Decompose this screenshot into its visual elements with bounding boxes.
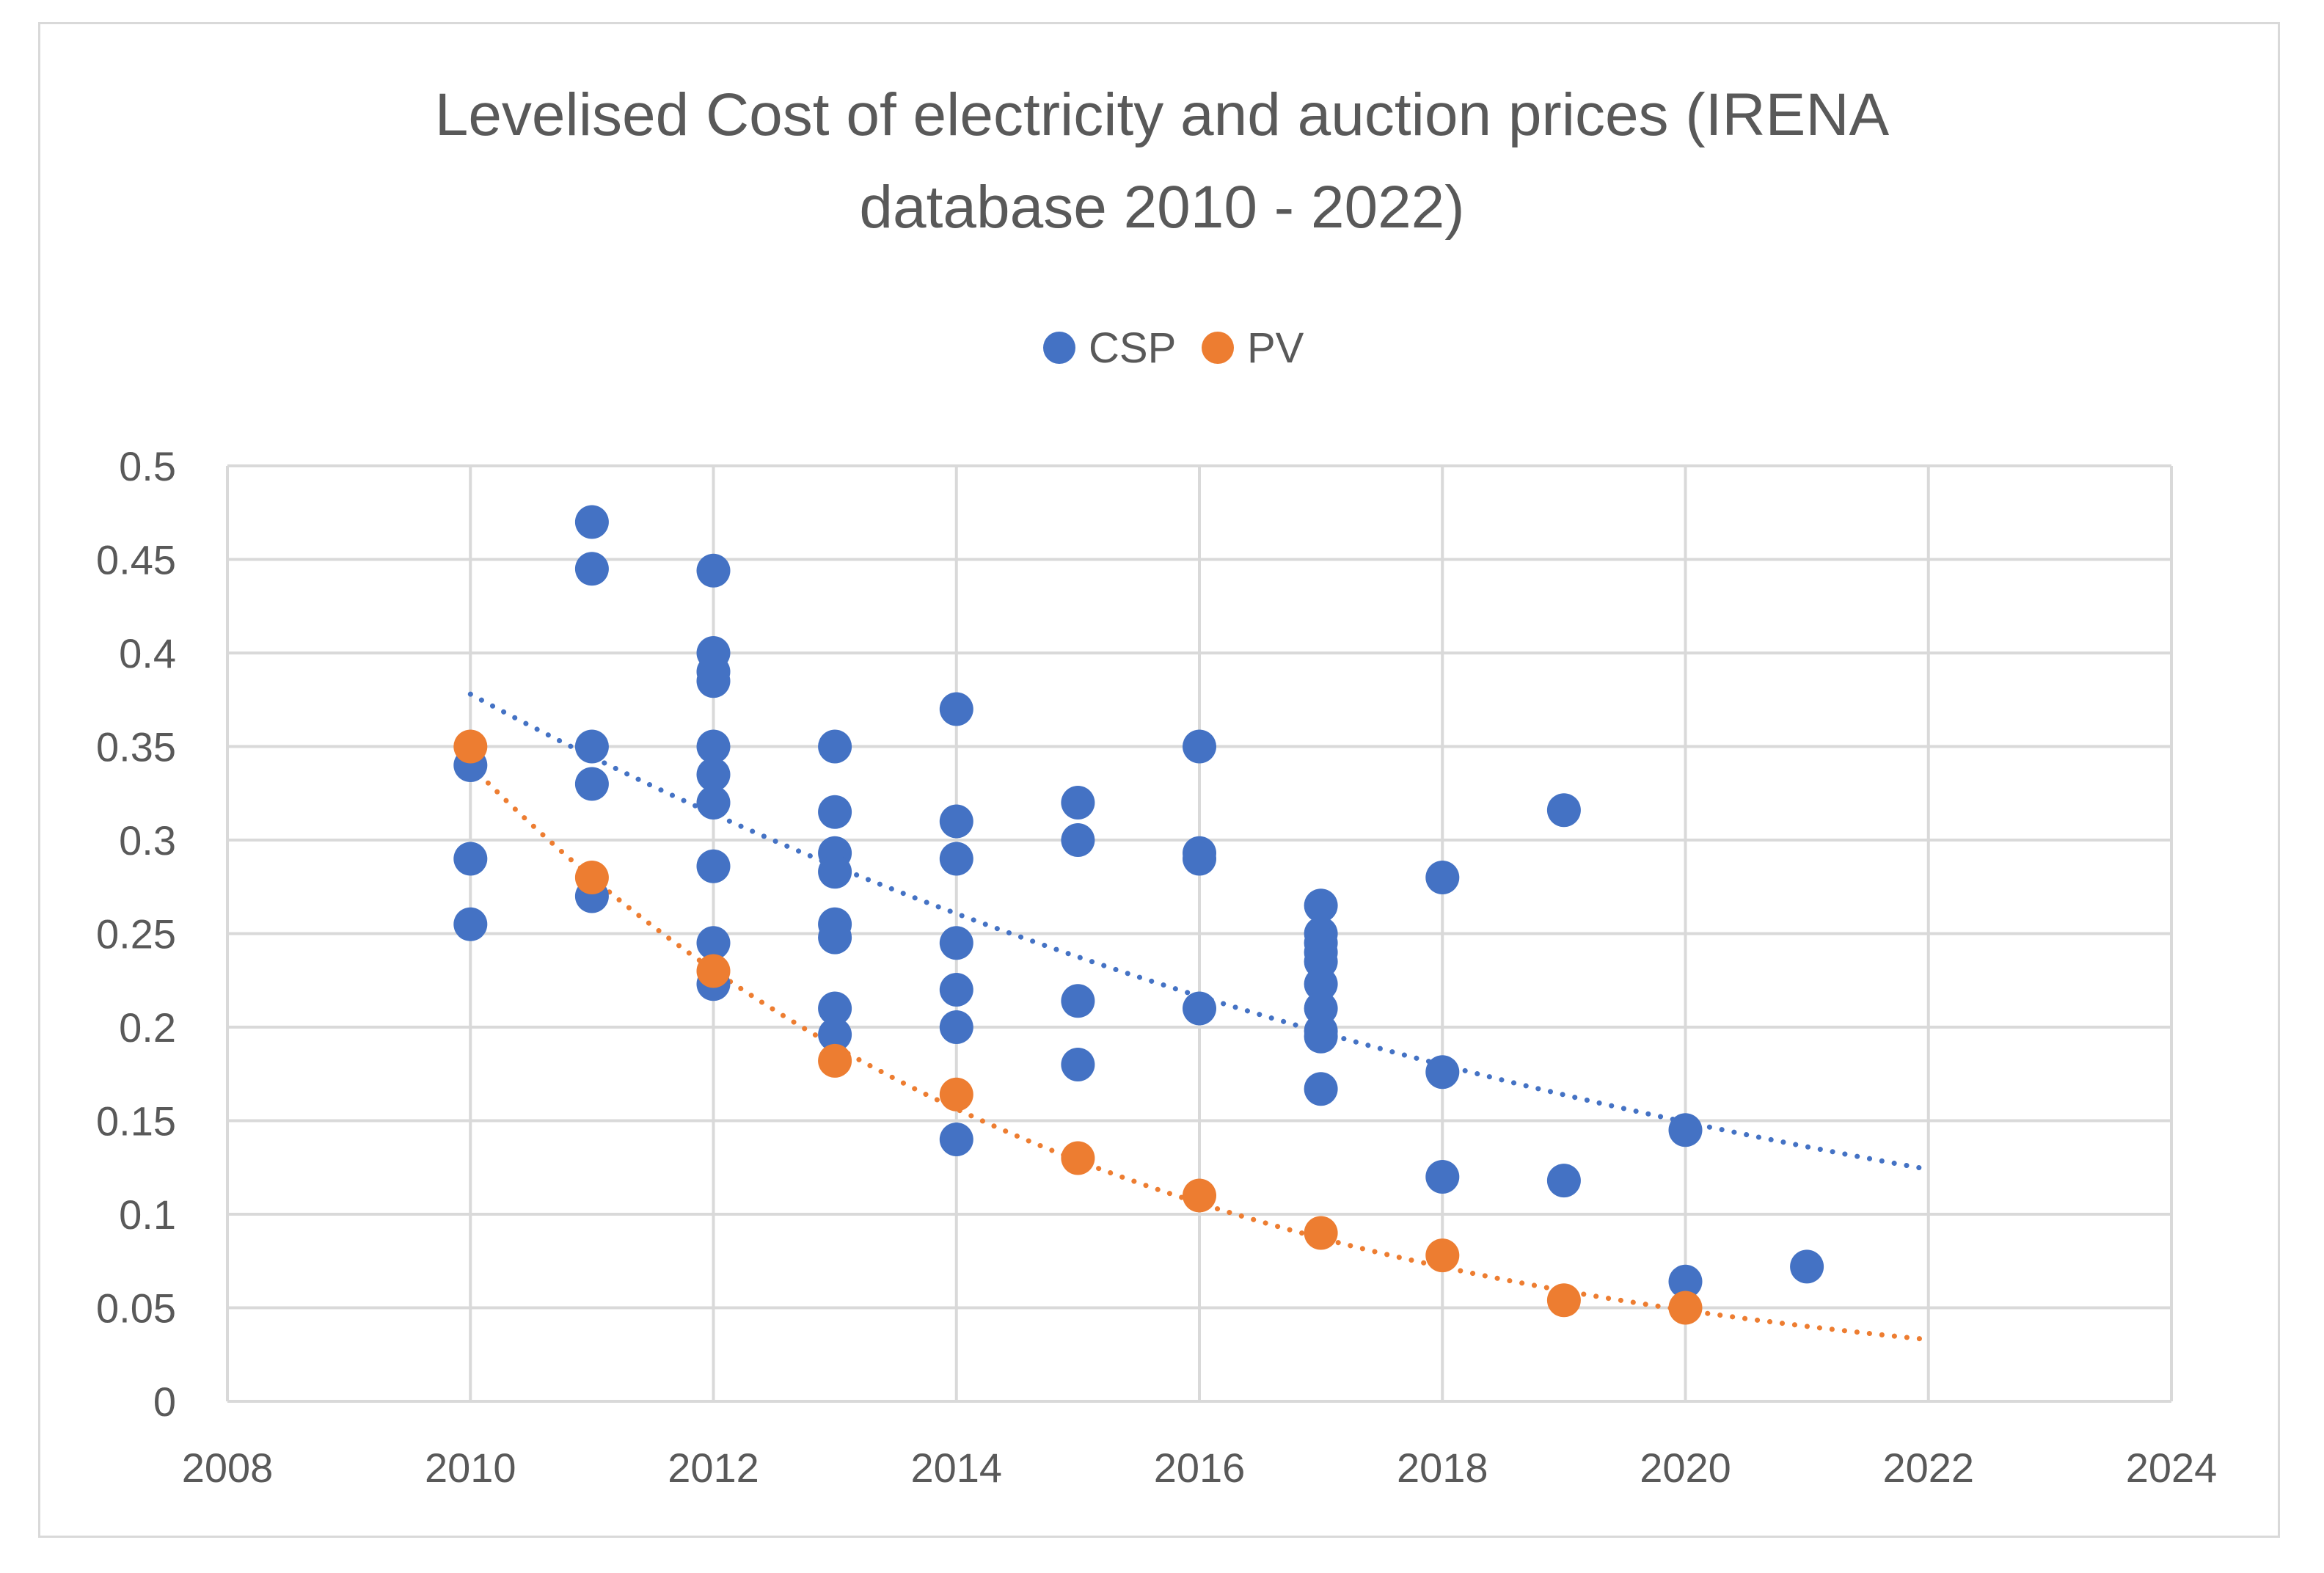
point-csp: [696, 786, 731, 820]
point-csp: [939, 804, 973, 839]
point-csp: [1668, 1113, 1703, 1147]
point-csp: [696, 729, 731, 764]
chart-title-line-2: database 2010 - 2022): [859, 174, 1464, 241]
y-tick-label: 0.05: [96, 1285, 176, 1332]
point-pv: [574, 861, 609, 894]
point-csp: [1425, 861, 1460, 894]
y-tick-label: 0.15: [96, 1098, 176, 1145]
point-csp: [939, 1010, 973, 1044]
point-pv: [1304, 1216, 1338, 1250]
point-layer: [453, 505, 1824, 1325]
point-csp: [574, 729, 609, 764]
x-tick-label: 2018: [1397, 1445, 1488, 1491]
tick-layer: 0 0.05 0.1 0.15 0.2 0.25 0.3 0.35 0.4 0.45 0.5 2008…: [96, 443, 2217, 1491]
y-tick-label: 0.2: [119, 1004, 176, 1051]
point-csp: [1304, 1019, 1338, 1054]
point-csp: [696, 757, 731, 792]
point-pv: [1668, 1291, 1703, 1325]
x-tick-label: 2010: [425, 1445, 516, 1491]
point-pv: [1183, 1178, 1216, 1213]
point-csp: [696, 553, 731, 588]
legend-marker-csp: [1043, 332, 1075, 364]
point-csp: [1425, 1055, 1460, 1090]
point-csp: [1061, 786, 1095, 820]
y-tick-label: 0.45: [96, 537, 176, 583]
point-pv: [1425, 1238, 1460, 1273]
x-tick-label: 2016: [1154, 1445, 1246, 1491]
point-pv: [939, 1077, 973, 1112]
point-csp: [1061, 1048, 1095, 1081]
y-tick-label: 0.5: [119, 443, 176, 489]
point-csp: [939, 926, 973, 960]
y-tick-label: 0.25: [96, 911, 176, 957]
grid-layer: [226, 464, 2173, 1403]
point-csp: [1546, 793, 1581, 828]
point-csp: [1304, 967, 1338, 1001]
x-tick-label: 2022: [1882, 1445, 1974, 1491]
point-csp: [696, 664, 731, 698]
point-csp: [1790, 1249, 1824, 1284]
point-csp: [696, 926, 731, 960]
point-csp: [818, 729, 852, 764]
point-pv: [1061, 1141, 1095, 1175]
legend-marker-pv: [1202, 332, 1234, 364]
point-csp: [1304, 888, 1338, 923]
legend-label-csp: CSP: [1089, 324, 1176, 372]
point-csp: [939, 842, 973, 876]
point-csp: [1183, 729, 1216, 764]
point-csp: [939, 973, 973, 1007]
point-csp: [939, 692, 973, 726]
chart-frame: [38, 22, 2280, 1538]
x-tick-label: 2024: [2126, 1445, 2218, 1491]
point-csp: [574, 767, 609, 801]
y-tick-label: 0.1: [119, 1191, 176, 1238]
point-csp: [1546, 1164, 1581, 1198]
legend-label-pv: PV: [1247, 324, 1304, 372]
point-pv: [818, 1043, 852, 1078]
y-tick-label: 0: [153, 1379, 176, 1425]
point-csp: [1183, 842, 1216, 876]
point-csp: [818, 1018, 852, 1052]
y-tick-label: 0.4: [119, 630, 176, 676]
point-pv: [1546, 1283, 1581, 1318]
point-csp: [453, 907, 488, 941]
point-pv: [453, 729, 488, 764]
point-csp: [818, 991, 852, 1026]
chart-title-line-1: Levelised Cost of electricity and auctio…: [435, 81, 1890, 148]
point-csp: [1061, 823, 1095, 857]
point-csp: [453, 842, 488, 876]
x-tick-label: 2014: [910, 1445, 1002, 1491]
x-tick-label: 2012: [668, 1445, 759, 1491]
point-csp: [818, 920, 852, 955]
point-csp: [696, 849, 731, 883]
point-csp: [939, 1123, 973, 1156]
point-csp: [1183, 991, 1216, 1026]
point-csp: [1061, 984, 1095, 1018]
point-csp: [818, 795, 852, 829]
point-csp: [818, 855, 852, 889]
point-csp: [574, 505, 609, 539]
point-csp: [574, 552, 609, 586]
y-tick-label: 0.35: [96, 724, 176, 770]
x-tick-label: 2008: [182, 1445, 274, 1491]
x-tick-label: 2020: [1640, 1445, 1731, 1491]
point-pv: [696, 954, 731, 988]
y-tick-label: 0.3: [119, 817, 176, 864]
point-csp: [1425, 1160, 1460, 1194]
point-csp: [1304, 1072, 1338, 1106]
legend: CSP PV: [1043, 324, 1304, 372]
point-csp: [1668, 1264, 1703, 1299]
